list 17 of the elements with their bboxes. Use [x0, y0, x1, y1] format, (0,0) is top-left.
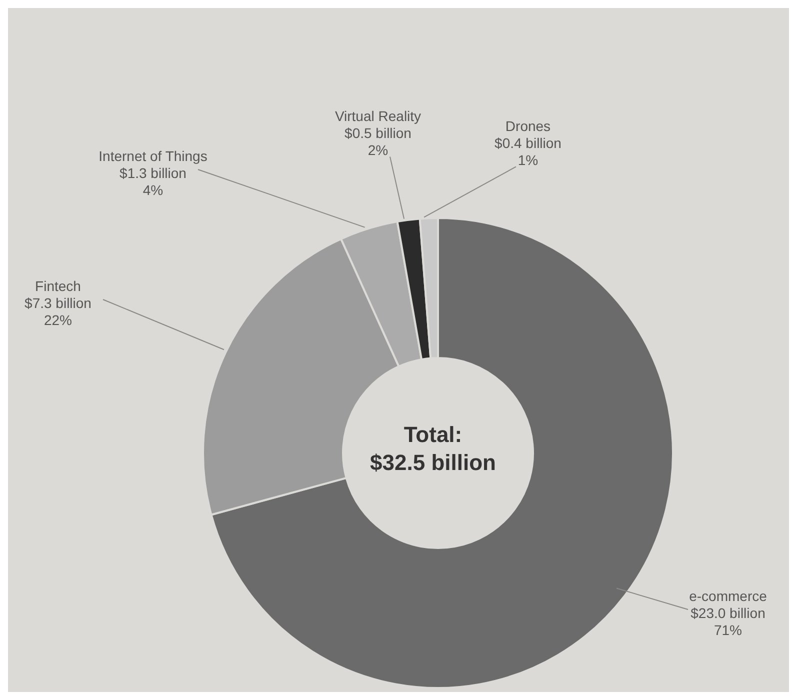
text: $32.5 billion	[370, 450, 496, 475]
text: 71%	[714, 622, 742, 638]
text: 22%	[44, 312, 72, 328]
text: 4%	[142, 182, 164, 198]
slice-label: Fintech	[35, 278, 81, 294]
text: 1%	[518, 152, 538, 168]
data-label: $0.4 billion	[494, 135, 562, 151]
slice-label: Drones	[505, 118, 551, 134]
text: 2%	[368, 142, 388, 158]
slice-label: Internet of Things	[98, 148, 208, 164]
data-label: $7.3 billion	[24, 295, 92, 311]
data-label: $23.0 billion	[690, 605, 766, 621]
slice-label: Virtual Reality	[334, 108, 422, 124]
data-label: $0.5 billion	[344, 125, 412, 141]
text: Total:	[404, 422, 462, 447]
slice-label: e-commerce	[689, 588, 768, 604]
data-label: $1.3 billion	[120, 165, 186, 181]
